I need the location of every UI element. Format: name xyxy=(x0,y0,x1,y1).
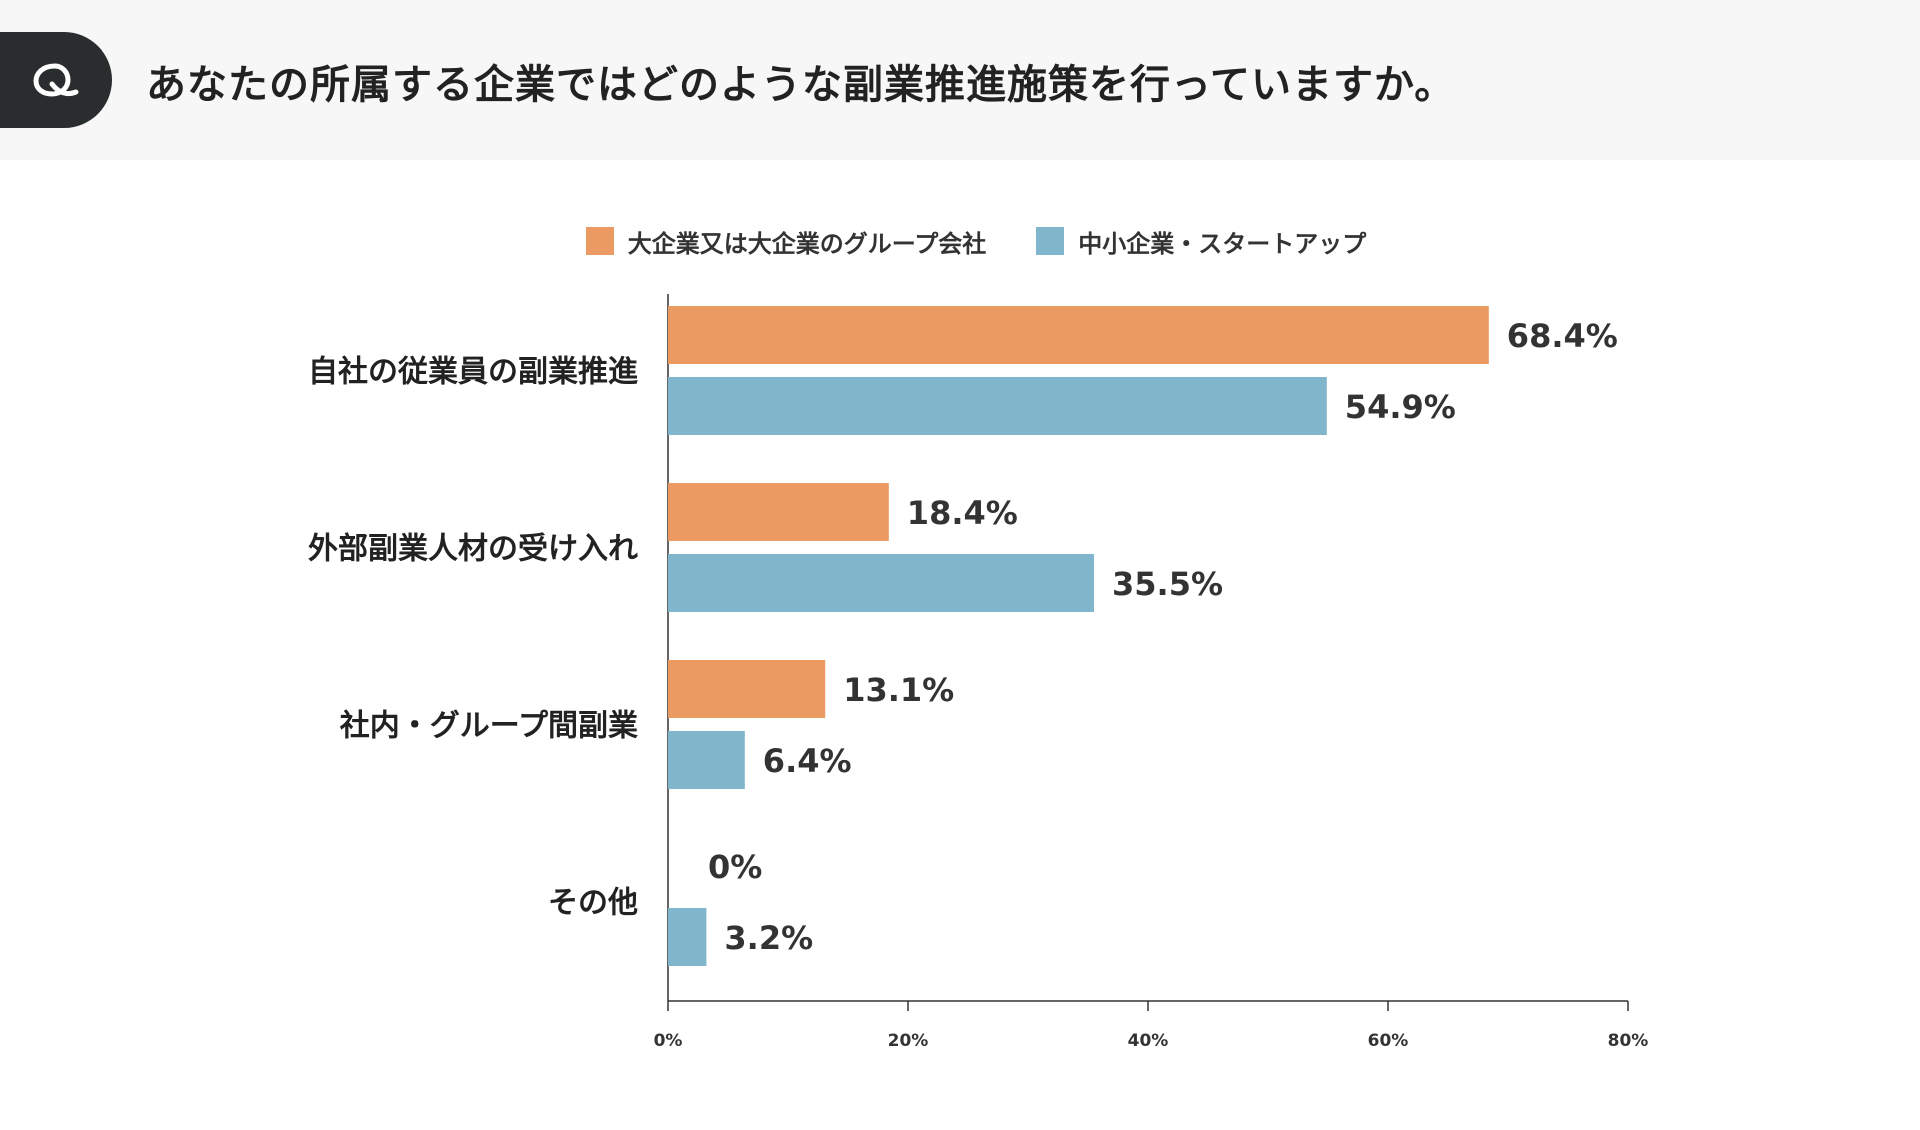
data-label-large-3: 0% xyxy=(708,848,762,886)
legend-swatch-large xyxy=(585,227,614,255)
legend-item-large: 大企業又は大企業のグループ会社 xyxy=(585,224,987,258)
bar-large-0 xyxy=(668,306,1489,364)
category-label-1: 外部副業人材の受け入れ xyxy=(308,532,638,567)
bar-small-0 xyxy=(668,377,1327,435)
bar-small-1 xyxy=(668,554,1094,612)
data-label-large-1: 18.4% xyxy=(907,494,1018,532)
data-label-small-2: 6.4% xyxy=(763,742,852,780)
legend-swatch-small xyxy=(1036,227,1065,255)
data-label-small-3: 3.2% xyxy=(724,919,813,957)
bar-large-2 xyxy=(668,660,826,718)
q-badge xyxy=(0,32,112,128)
data-label-small-0: 54.9% xyxy=(1345,388,1456,426)
question-text: あなたの所属する企業ではどのような副業推進施策を行っていますか。 xyxy=(146,62,1456,108)
x-tick-label-40: 40% xyxy=(1128,1031,1169,1051)
question-header: あなたの所属する企業ではどのような副業推進施策を行っていますか。 xyxy=(0,0,1920,160)
data-label-small-1: 35.5% xyxy=(1112,565,1223,603)
legend: 大企業又は大企業のグループ会社 中小企業・スタートアップ xyxy=(0,224,1920,258)
category-label-0: 自社の従業員の副業推進 xyxy=(308,355,638,390)
bar-small-3 xyxy=(668,908,707,966)
x-tick-label-0: 0% xyxy=(654,1031,683,1051)
data-label-large-2: 13.1% xyxy=(843,671,954,709)
x-tick-label-20: 20% xyxy=(888,1031,929,1051)
legend-label-large: 大企業又は大企業のグループ会社 xyxy=(627,229,987,258)
bar-large-1 xyxy=(668,483,889,541)
category-label-3: その他 xyxy=(548,886,638,921)
x-tick-label-80: 80% xyxy=(1608,1031,1649,1051)
legend-label-small: 中小企業・スタートアップ xyxy=(1078,229,1367,258)
x-tick-label-60: 60% xyxy=(1368,1031,1409,1051)
bar-small-2 xyxy=(668,731,745,789)
data-label-large-0: 68.4% xyxy=(1507,317,1618,355)
q-icon xyxy=(33,63,79,97)
category-label-2: 社内・グループ間副業 xyxy=(340,709,638,744)
legend-item-small: 中小企業・スタートアップ xyxy=(1036,224,1366,258)
